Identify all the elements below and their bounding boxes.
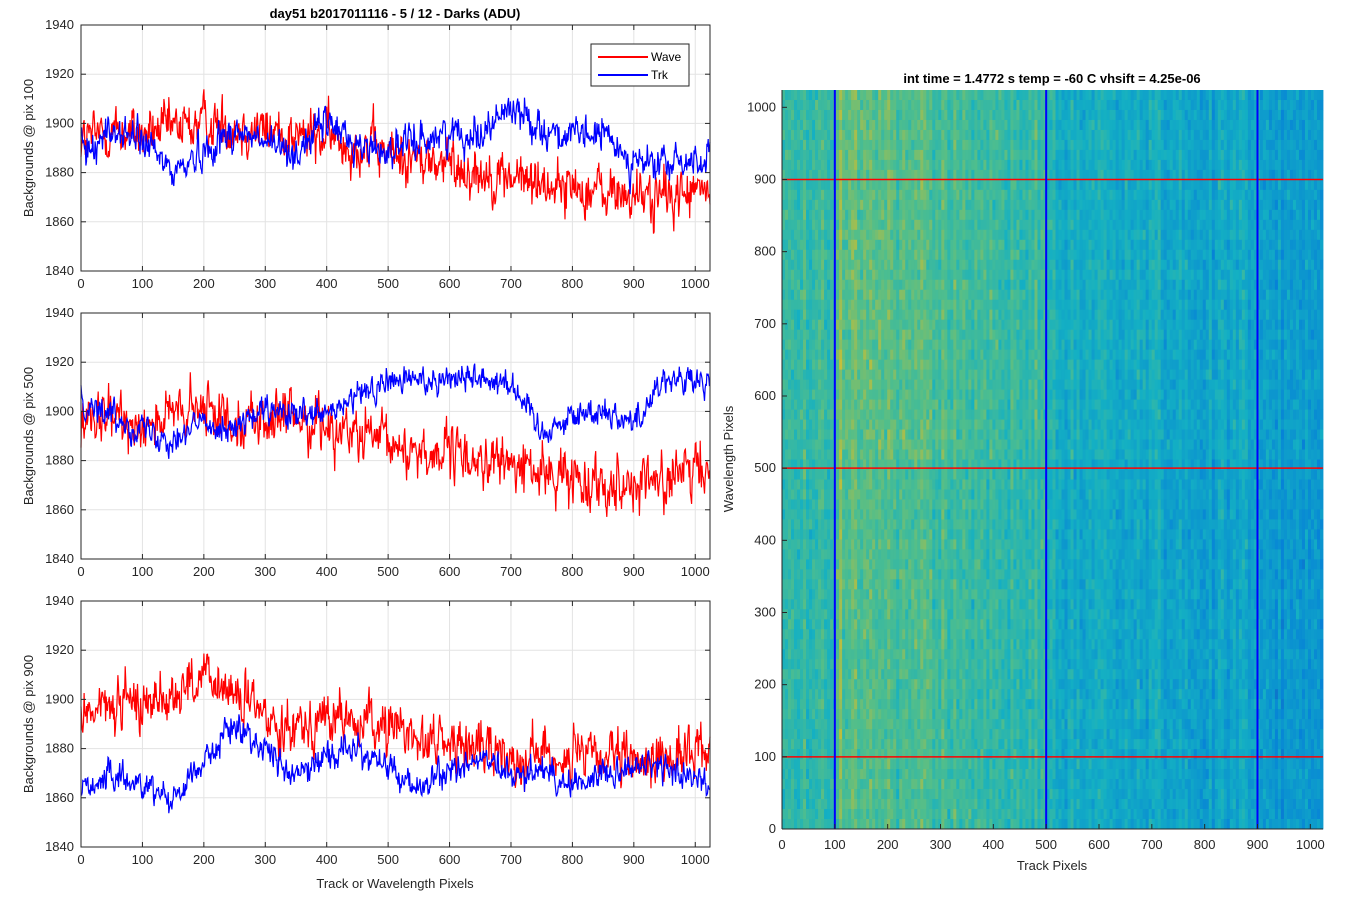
x-tick-label: 800: [1194, 837, 1216, 852]
y-tick-label: 1860: [45, 502, 74, 517]
y-tick-label: 1860: [45, 214, 74, 229]
x-tick-label: 400: [316, 852, 338, 867]
x-tick-label: 300: [930, 837, 952, 852]
heatmap-xlabel: Track Pixels: [1017, 858, 1088, 873]
xlabel-line-plots: Track or Wavelength Pixels: [316, 876, 474, 891]
legend-label-wave: Wave: [651, 50, 682, 64]
y-tick-label: 1860: [45, 790, 74, 805]
x-tick-label: 300: [254, 276, 276, 291]
series-line-trk: [80, 363, 711, 459]
x-tick-label: 900: [623, 276, 645, 291]
x-tick-label: 0: [778, 837, 785, 852]
ylabel-pix-500: Backgrounds @ pix 500: [21, 367, 36, 505]
series-line-wave: [80, 372, 711, 517]
y-tick-label: 0: [769, 821, 776, 836]
axes-box: [80, 600, 711, 848]
x-tick-label: 700: [500, 276, 522, 291]
x-tick-label: 900: [623, 564, 645, 579]
ylabel-pix-900: Backgrounds @ pix 900: [21, 655, 36, 793]
x-tick-label: 800: [562, 564, 584, 579]
x-tick-label: 1000: [681, 276, 710, 291]
y-tick-label: 1000: [747, 99, 776, 114]
y-tick-label: 1900: [45, 403, 74, 418]
ylabel-pix-100: Backgrounds @ pix 100: [21, 79, 36, 217]
y-tick-label: 1920: [45, 354, 74, 369]
y-tick-label: 700: [754, 316, 776, 331]
y-tick-label: 900: [754, 171, 776, 186]
axes-box: [80, 312, 711, 560]
x-tick-label: 300: [254, 564, 276, 579]
legend: Wave Trk: [590, 43, 690, 87]
x-tick-label: 700: [500, 564, 522, 579]
y-tick-label: 1940: [45, 593, 74, 608]
figure-suptitle: day51 b2017011116 - 5 / 12 - Darks (ADU): [270, 6, 521, 21]
x-tick-label: 400: [316, 564, 338, 579]
y-tick-label: 200: [754, 677, 776, 692]
y-tick-label: 300: [754, 604, 776, 619]
x-tick-label: 1000: [681, 852, 710, 867]
y-tick-label: 1880: [45, 453, 74, 468]
y-tick-label: 400: [754, 532, 776, 547]
x-tick-label: 0: [77, 564, 84, 579]
y-tick-label: 1840: [45, 839, 74, 854]
y-tick-label: 1840: [45, 551, 74, 566]
series-line-wave: [80, 653, 711, 792]
x-tick-label: 200: [193, 564, 215, 579]
x-tick-label: 600: [1088, 837, 1110, 852]
x-tick-label: 600: [439, 276, 461, 291]
line-plot-pix-500: 0 100 200 300 400 500 600 700 800 900 1000 1840 1860…: [45, 305, 711, 579]
x-tick-label: 0: [77, 852, 84, 867]
x-tick-label: 900: [1247, 837, 1269, 852]
x-tick-label: 900: [623, 852, 645, 867]
x-tick-label: 500: [377, 564, 399, 579]
y-tick-label: 1940: [45, 17, 74, 32]
x-tick-label: 100: [132, 852, 154, 867]
x-tick-label: 200: [193, 852, 215, 867]
x-tick-label: 400: [316, 276, 338, 291]
y-tick-label: 1900: [45, 115, 74, 130]
x-tick-label: 700: [1141, 837, 1163, 852]
x-tick-label: 600: [439, 852, 461, 867]
heatmap-panel: 0 100 200 300 400 500 600 700 800 900 1000 0 100 200 3…: [747, 90, 1325, 852]
y-tick-label: 1920: [45, 642, 74, 657]
y-tick-label: 1900: [45, 691, 74, 706]
x-tick-label: 500: [377, 276, 399, 291]
x-tick-label: 800: [562, 852, 584, 867]
axes-box: [80, 24, 711, 272]
x-tick-label: 0: [77, 276, 84, 291]
x-tick-label: 100: [132, 564, 154, 579]
y-tick-label: 1920: [45, 66, 74, 81]
x-tick-label: 1000: [681, 564, 710, 579]
heatmap-image: [782, 90, 1324, 830]
x-tick-label: 500: [1035, 837, 1057, 852]
x-tick-label: 600: [439, 564, 461, 579]
x-tick-label: 100: [132, 276, 154, 291]
y-tick-label: 1940: [45, 305, 74, 320]
y-tick-label: 500: [754, 460, 776, 475]
y-tick-label: 600: [754, 388, 776, 403]
y-tick-label: 1880: [45, 741, 74, 756]
plot-area: [81, 601, 710, 847]
x-tick-label: 500: [377, 852, 399, 867]
series-line-trk: [81, 714, 711, 814]
heatmap-title: int time = 1.4772 s temp = -60 C vhsift …: [903, 71, 1200, 86]
x-tick-label: 700: [500, 852, 522, 867]
x-tick-label: 1000: [1296, 837, 1325, 852]
x-tick-label: 800: [562, 276, 584, 291]
x-tick-label: 200: [193, 276, 215, 291]
y-tick-label: 800: [754, 244, 776, 259]
x-tick-label: 400: [982, 837, 1004, 852]
series-line-trk: [80, 97, 711, 195]
x-tick-label: 200: [877, 837, 899, 852]
legend-label-trk: Trk: [651, 68, 669, 82]
y-tick-label: 100: [754, 749, 776, 764]
y-tick-label: 1840: [45, 263, 74, 278]
x-tick-label: 300: [254, 852, 276, 867]
y-tick-label: 1880: [45, 165, 74, 180]
heatmap-ylabel: Wavelength Pixels: [721, 405, 736, 512]
x-tick-label: 100: [824, 837, 846, 852]
line-plot-pix-900: 0 100 200 300 400 500 600 700 800 900 1000 1840 1860…: [45, 593, 711, 867]
